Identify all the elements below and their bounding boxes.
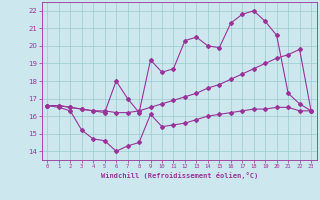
X-axis label: Windchill (Refroidissement éolien,°C): Windchill (Refroidissement éolien,°C) xyxy=(100,172,258,179)
